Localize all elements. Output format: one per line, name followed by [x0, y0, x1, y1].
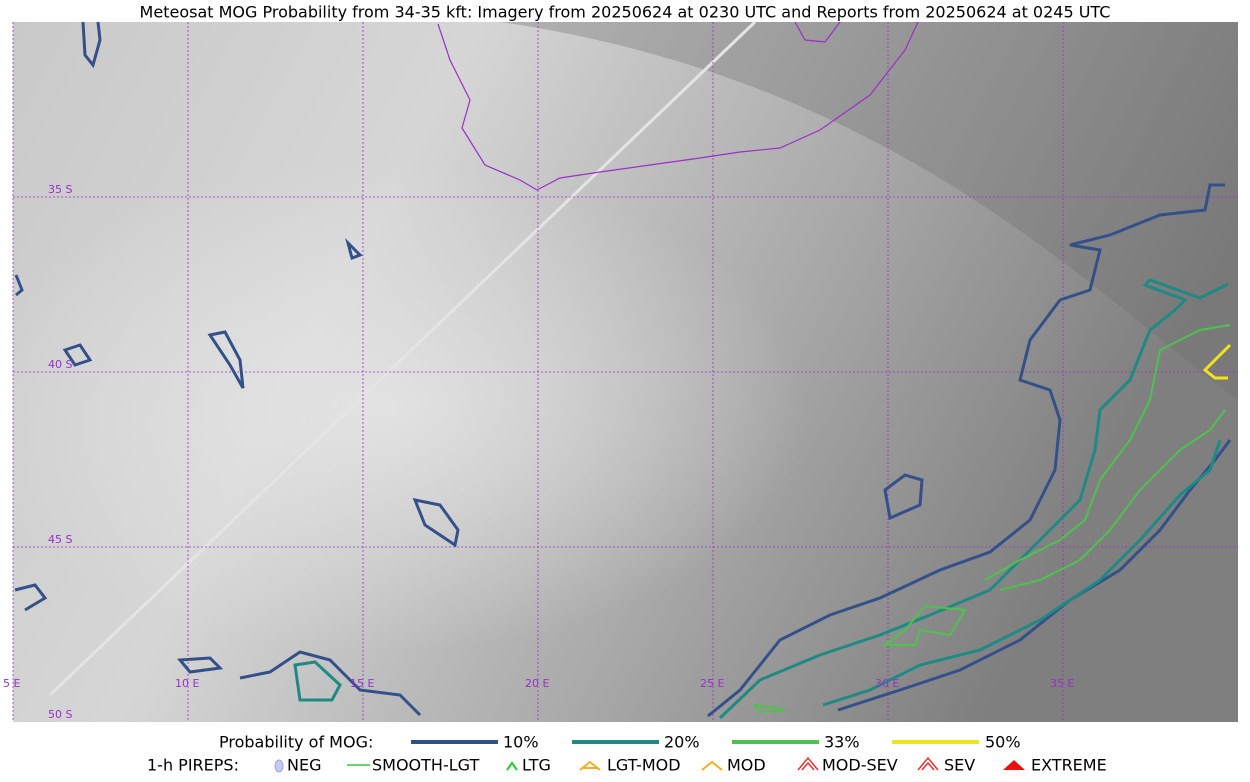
lon-label: 20 E [525, 677, 549, 690]
legend-item: 33% [824, 733, 860, 752]
lat-label: 40 S [48, 358, 72, 371]
contour-10 [14, 21, 924, 717]
legend-item: NEG [287, 756, 321, 775]
legend-icon [579, 760, 601, 771]
legend-item: EXTREME [1031, 756, 1107, 775]
legend-item: 50% [985, 733, 1021, 752]
legend-icon [701, 760, 723, 771]
title: Meteosat MOG Probability from 34-35 kft:… [140, 3, 1111, 22]
legend-item: SMOOTH-LGT [372, 756, 479, 775]
lat-label: 35 S [48, 183, 72, 196]
lon-label: 25 E [700, 677, 724, 690]
legend-icon [797, 756, 819, 771]
legend-label: Probability of MOG: [219, 733, 373, 752]
contours [14, 21, 1232, 720]
contour-10 [707, 183, 1225, 718]
lon-label: 5 E [3, 677, 20, 690]
legend-item: 20% [664, 733, 700, 752]
legend-icon [1003, 760, 1025, 770]
grid [12, 22, 1238, 722]
legend-item: LTG [522, 756, 551, 775]
legend-icon [274, 759, 284, 773]
legend-item: MOD [727, 756, 766, 775]
contour-20 [718, 278, 1229, 720]
legend: Probability of MOG: 10% 20% 33% 50% 1-h … [147, 733, 1107, 775]
lon-label: 30 E [875, 677, 899, 690]
legend-item: LGT-MOD [607, 756, 681, 775]
dark-region [500, 22, 1238, 400]
lon-label: 10 E [175, 677, 199, 690]
contour-20 [293, 439, 1222, 707]
contrail [48, 20, 757, 697]
legend-label: 1-h PIREPS: [147, 756, 239, 775]
legend-item: MOD-SEV [822, 756, 898, 775]
lon-labels: 5 E 10 E 15 E 20 E 25 E 30 E 35 E [3, 677, 1074, 690]
lat-labels: 35 S 40 S 45 S 50 S [48, 183, 72, 721]
legend-item: SEV [944, 756, 975, 775]
legend-item: 10% [503, 733, 539, 752]
legend-icon [917, 756, 939, 771]
lon-label: 35 E [1050, 677, 1074, 690]
map: 35 S 40 S 45 S 50 S 5 E 10 E 15 E 20 E 2… [3, 20, 1238, 722]
lon-label: 15 E [350, 677, 374, 690]
contour-33 [752, 324, 1231, 714]
coastline [437, 21, 919, 191]
coastline [794, 21, 841, 43]
contour-50 [1202, 343, 1232, 380]
lat-label: 50 S [48, 708, 72, 721]
legend-icon [506, 761, 518, 771]
lat-label: 45 S [48, 533, 72, 546]
